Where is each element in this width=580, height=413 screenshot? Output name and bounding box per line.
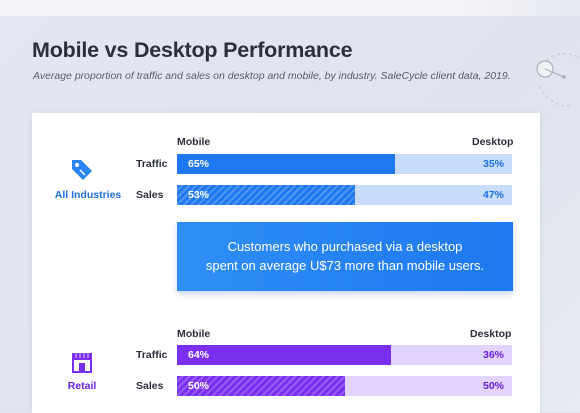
bar-retail-sales: 50% 50% bbox=[177, 376, 512, 396]
bar-segment-mobile bbox=[177, 185, 355, 205]
data-label-mobile: 65% bbox=[188, 158, 210, 170]
bar-all-industries-sales: 53% 47% bbox=[177, 185, 512, 205]
mobile-column-label: Mobile bbox=[177, 136, 211, 148]
top-strip bbox=[0, 0, 580, 16]
decorative-circle-icon bbox=[536, 53, 580, 107]
data-label-mobile: 53% bbox=[188, 189, 210, 201]
storefront-icon bbox=[72, 353, 92, 373]
data-label-desktop: 50% bbox=[482, 380, 504, 392]
industry-label-retail: Retail bbox=[67, 380, 97, 392]
desktop-column-label: Desktop bbox=[472, 136, 514, 148]
top-strip-shade bbox=[460, 0, 580, 16]
desktop-column-label: Desktop bbox=[470, 328, 512, 340]
callout-line-2: spent on average U$73 more than mobile u… bbox=[205, 258, 485, 273]
row-label-traffic: Traffic bbox=[136, 158, 168, 170]
bar-retail-traffic: 64% 36% bbox=[177, 345, 512, 365]
bar-segment-mobile bbox=[177, 154, 395, 174]
data-label-desktop: 35% bbox=[482, 158, 504, 170]
page-subtitle: Average proportion of traffic and sales … bbox=[33, 70, 511, 82]
bar-segment-mobile bbox=[177, 345, 391, 365]
bar-all-industries-traffic: 65% 35% bbox=[177, 154, 512, 174]
row-label-sales: Sales bbox=[136, 380, 164, 392]
callout-line-1: Customers who purchased via a desktop bbox=[227, 239, 463, 254]
price-tag-icon bbox=[72, 160, 92, 180]
row-label-traffic: Traffic bbox=[136, 349, 168, 361]
data-label-desktop: 36% bbox=[482, 349, 504, 361]
bar-segment-desktop bbox=[345, 376, 512, 396]
industry-label-all-industries: All Industries bbox=[54, 189, 122, 201]
data-label-desktop: 47% bbox=[482, 189, 504, 201]
bar-segment-desktop bbox=[355, 185, 512, 205]
data-label-mobile: 64% bbox=[188, 349, 210, 361]
bar-segment-desktop bbox=[395, 154, 512, 174]
row-label-sales: Sales bbox=[136, 189, 164, 201]
page-title: Mobile vs Desktop Performance bbox=[32, 38, 353, 62]
bar-segment-desktop bbox=[391, 345, 512, 365]
mobile-column-label: Mobile bbox=[177, 328, 211, 340]
data-label-mobile: 50% bbox=[188, 380, 210, 392]
insight-callout: Customers who purchased via a desktop sp… bbox=[177, 222, 513, 291]
bar-segment-mobile bbox=[177, 376, 345, 396]
